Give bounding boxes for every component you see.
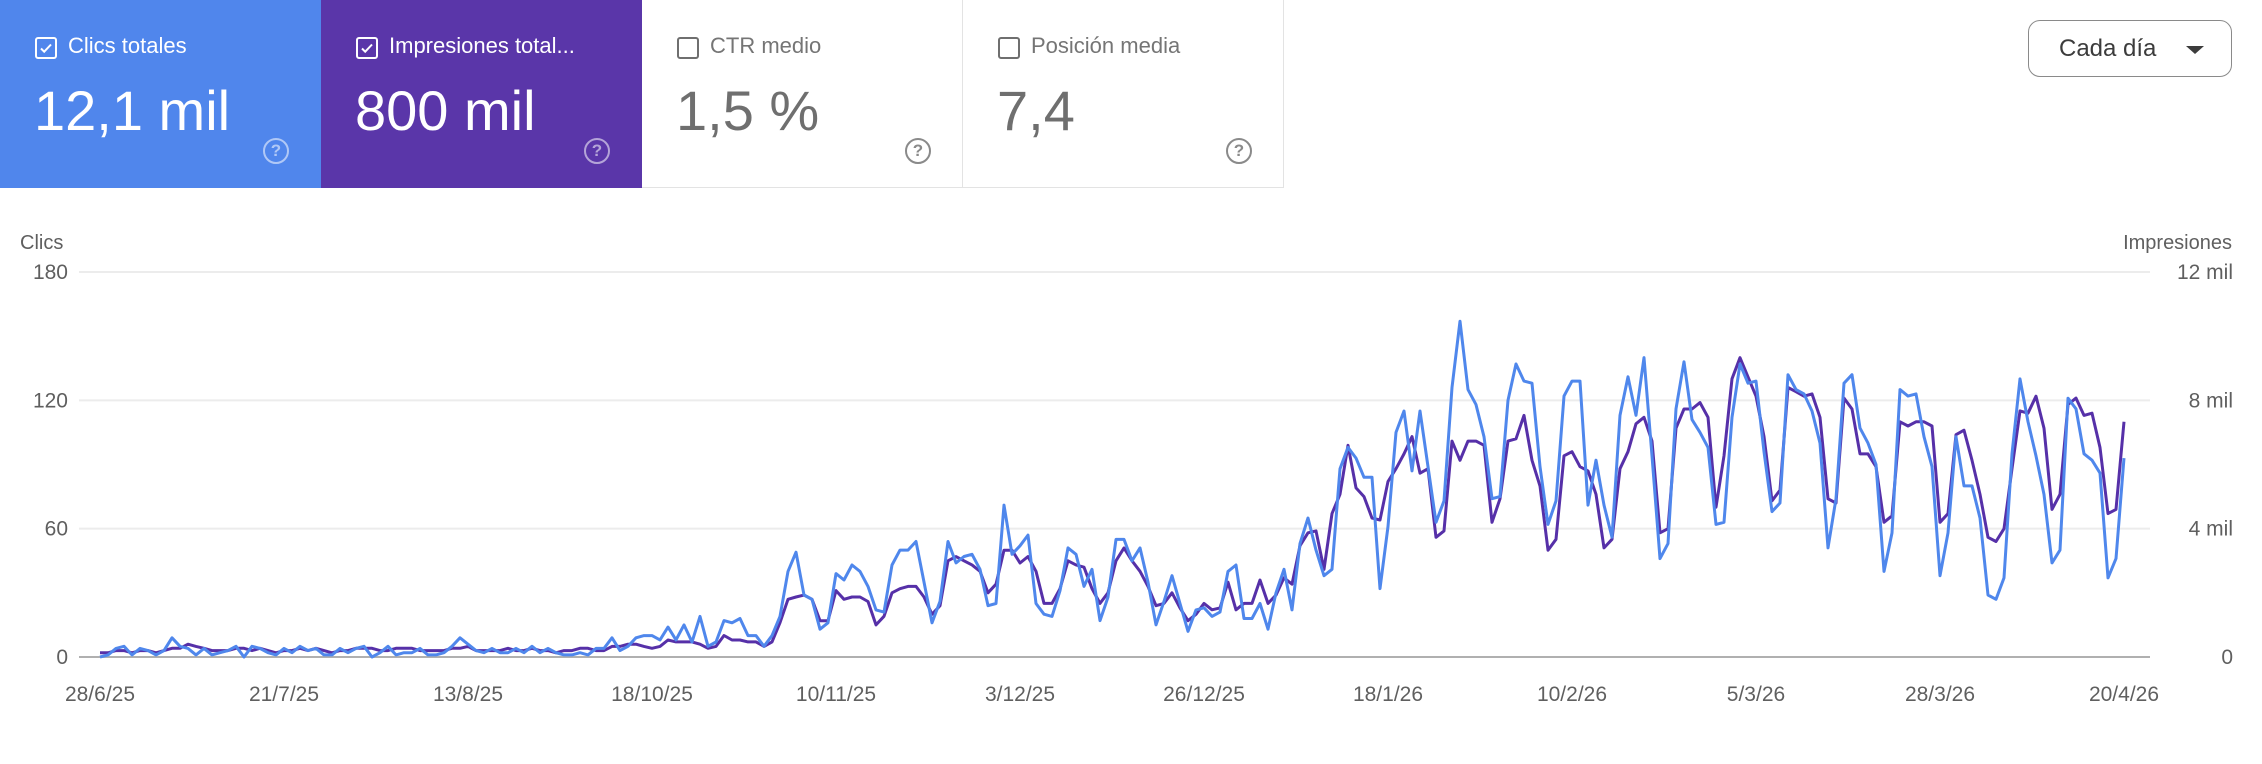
clicks-series-line xyxy=(99,319,2126,659)
right-tick-label: 0 xyxy=(2221,646,2233,669)
right-tick-label: 4 mil xyxy=(2189,518,2233,541)
right-axis-title: Impresiones xyxy=(2123,232,2232,254)
metric-card-ctr[interactable]: CTR medio 1,5 % ? xyxy=(642,0,963,188)
granularity-selected: Cada día xyxy=(2059,35,2157,62)
x-tick-label: 13/8/25 xyxy=(433,683,503,706)
left-axis-title: Clics xyxy=(20,232,64,254)
x-tick-label: 21/7/25 xyxy=(249,683,319,706)
x-tick-label: 28/6/25 xyxy=(65,683,135,706)
checkbox-checked-icon[interactable] xyxy=(356,37,378,59)
x-tick-label: 3/12/25 xyxy=(985,683,1055,706)
metric-label: Posición media xyxy=(1031,33,1181,58)
left-tick-label: 0 xyxy=(56,646,68,669)
metric-card-position[interactable]: Posición media 7,4 ? xyxy=(963,0,1284,188)
x-tick-label: 10/11/25 xyxy=(796,683,876,706)
metric-label: Clics totales xyxy=(68,33,187,58)
left-tick-label: 60 xyxy=(45,518,68,541)
right-tick-label: 12 mil xyxy=(2177,261,2233,284)
metric-value: 1,5 % xyxy=(676,79,820,142)
x-tick-label: 20/4/26 xyxy=(2089,683,2159,706)
checkbox-checked-icon[interactable] xyxy=(35,37,57,59)
metric-label: Impresiones total... xyxy=(389,33,575,58)
x-tick-label: 18/10/25 xyxy=(611,683,693,706)
impressions-series-line xyxy=(100,356,2126,655)
left-tick-label: 180 xyxy=(33,261,68,284)
x-tick-label: 26/12/25 xyxy=(1163,683,1245,706)
x-tick-label: 28/3/26 xyxy=(1905,683,1975,706)
checkbox-unchecked-icon[interactable] xyxy=(998,37,1020,59)
help-icon[interactable]: ? xyxy=(1226,138,1252,164)
metric-value: 800 mil xyxy=(355,79,536,142)
metric-card-clicks[interactable]: Clics totales 12,1 mil ? xyxy=(0,0,321,188)
help-icon[interactable]: ? xyxy=(263,138,289,164)
metric-card-impressions[interactable]: Impresiones total... 800 mil ? xyxy=(321,0,642,188)
caret-down-icon xyxy=(2186,46,2204,54)
metric-label: CTR medio xyxy=(710,33,822,58)
x-tick-label: 18/1/26 xyxy=(1353,683,1423,706)
metric-value: 12,1 mil xyxy=(34,79,231,142)
granularity-dropdown[interactable]: Cada día xyxy=(2028,20,2232,77)
left-tick-label: 120 xyxy=(33,389,68,412)
help-icon[interactable]: ? xyxy=(584,138,610,164)
metric-value: 7,4 xyxy=(997,79,1075,142)
right-tick-label: 8 mil xyxy=(2189,389,2233,412)
checkbox-unchecked-icon[interactable] xyxy=(677,37,699,59)
x-tick-label: 5/3/26 xyxy=(1727,683,1785,706)
x-tick-label: 10/2/26 xyxy=(1537,683,1607,706)
help-icon[interactable]: ? xyxy=(905,138,931,164)
